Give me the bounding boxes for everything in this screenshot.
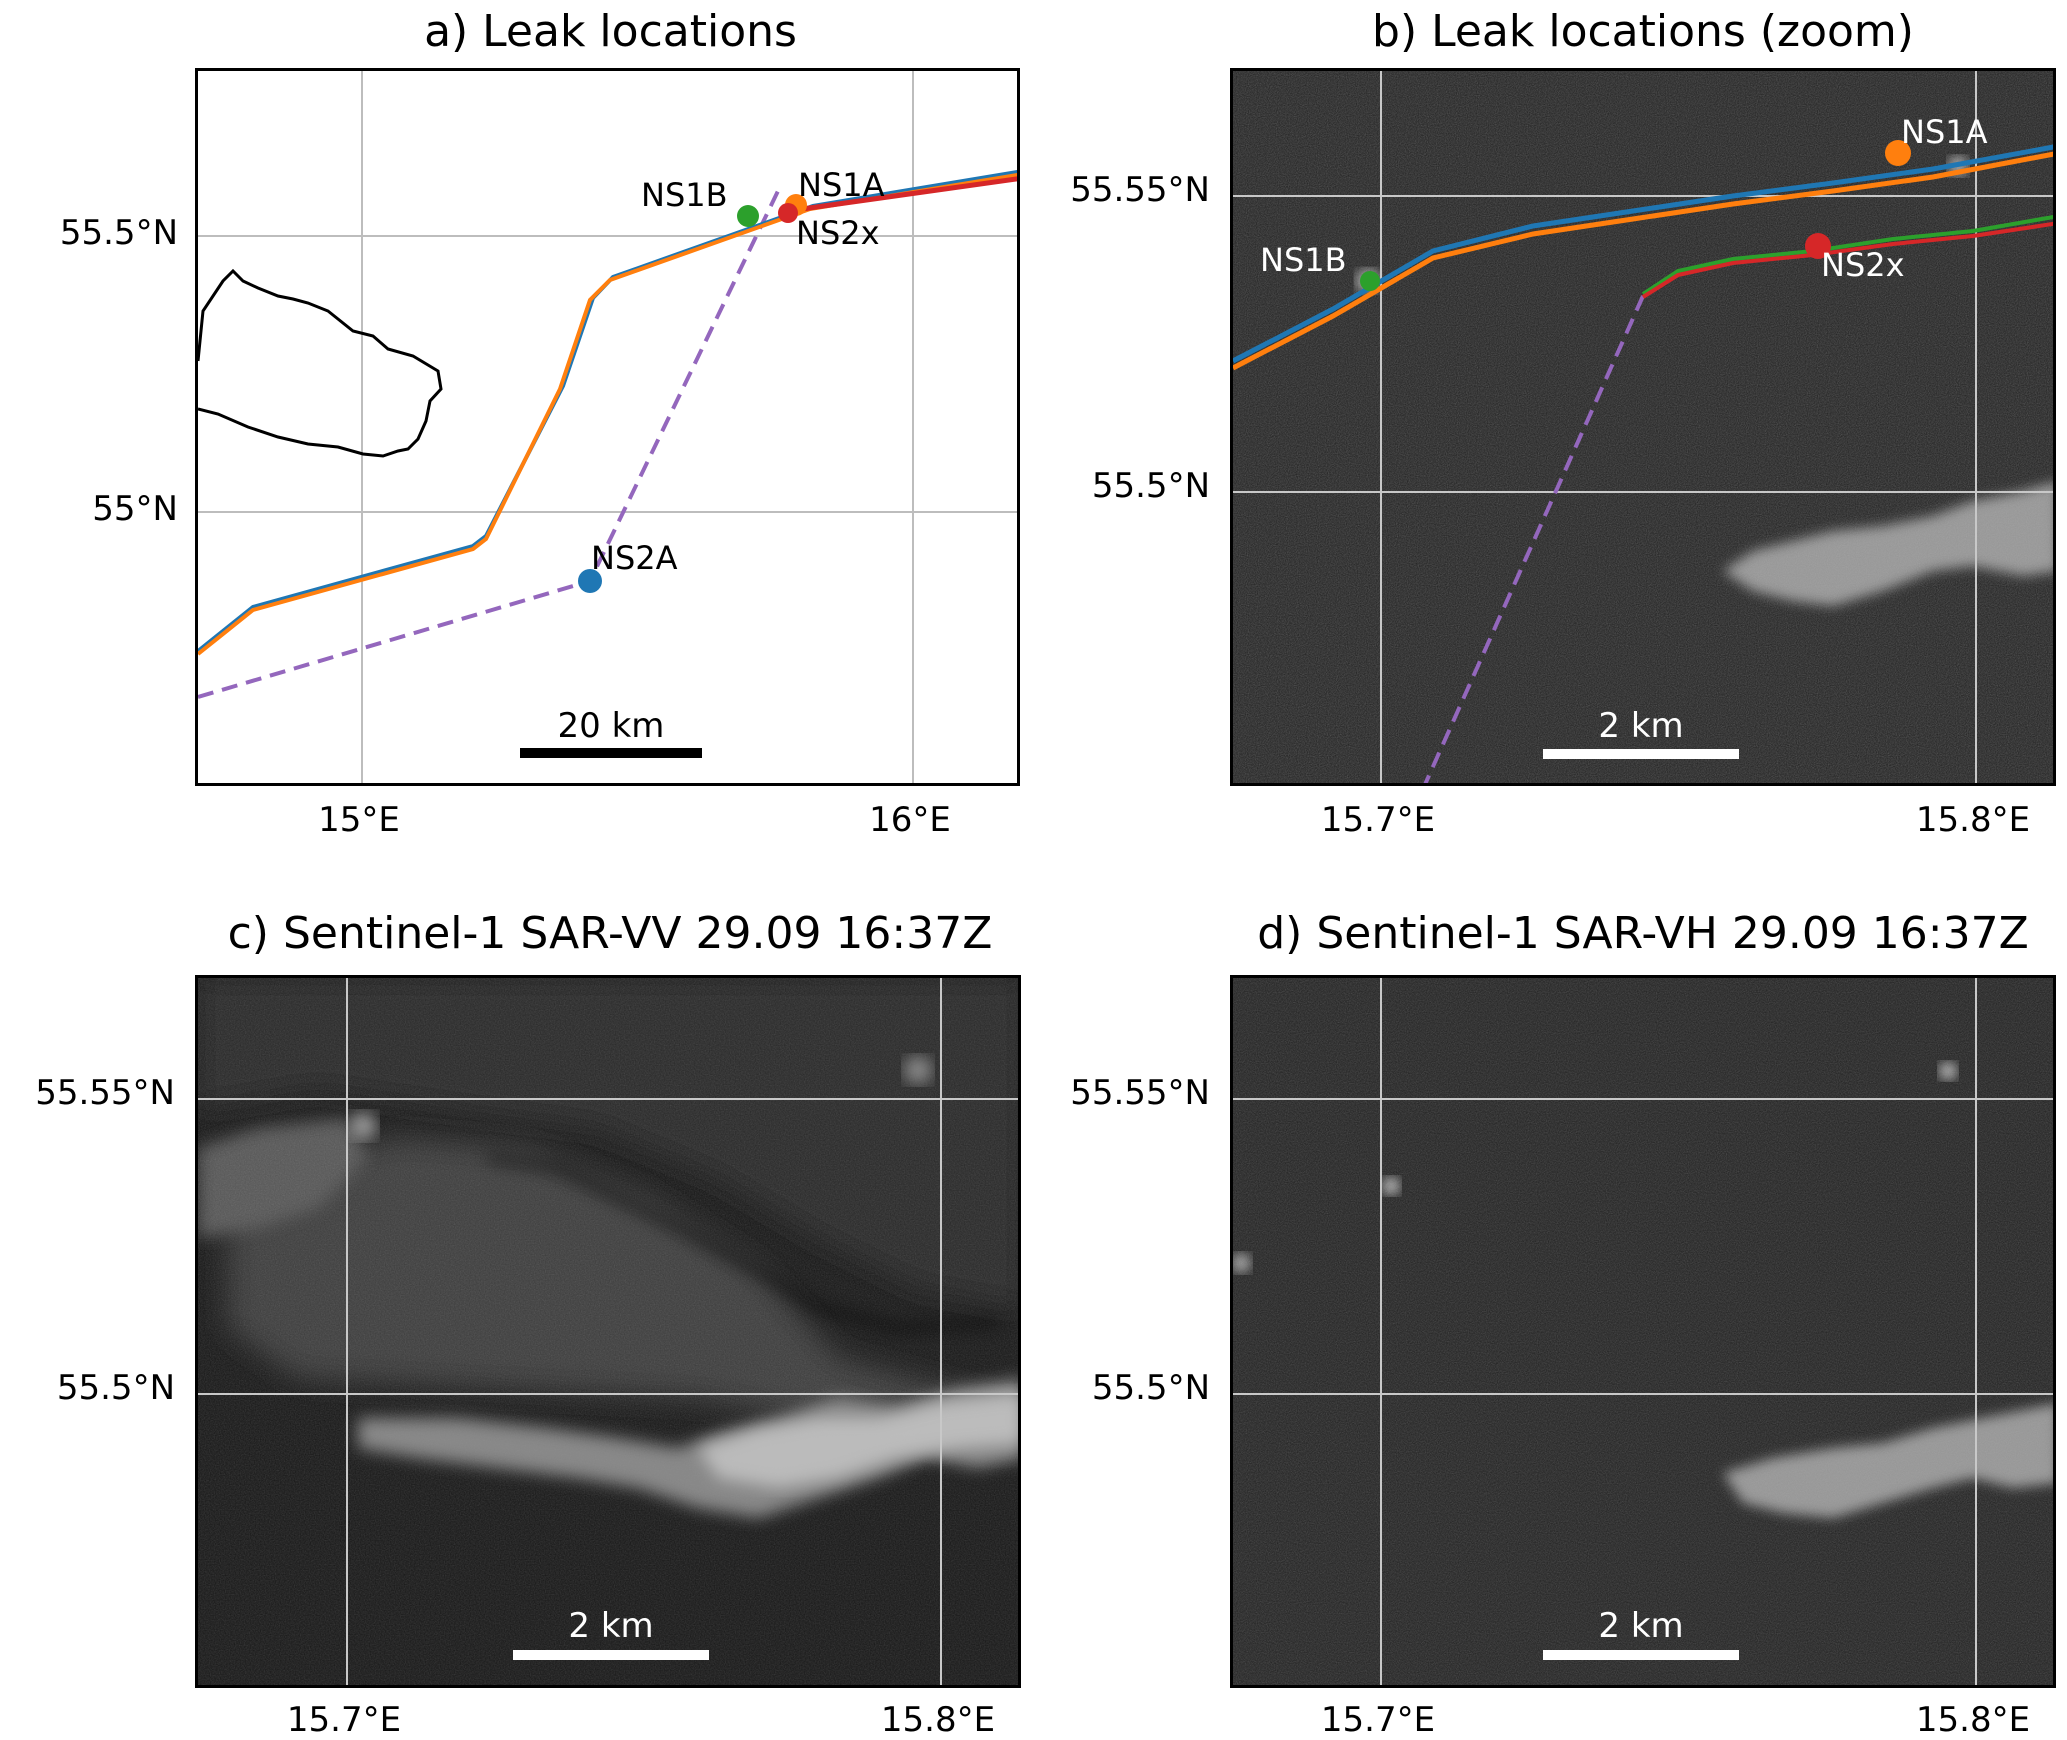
panel-d-sar-image: 2 km (1230, 975, 2056, 1688)
panel-a-ytick-2: 55°N (92, 489, 178, 529)
panel-d-ytick-1: 55.55°N (1070, 1073, 1210, 1113)
scale-bar-b-label: 2 km (1598, 706, 1684, 746)
bright-spot-d1 (1382, 1177, 1400, 1195)
panel-c-ytick-2: 55.5°N (56, 1368, 175, 1408)
panel-c-title: c) Sentinel-1 SAR-VV 29.09 16:37Z (227, 908, 993, 959)
panel-b-sar-image: NS1B NS1A NS2x 2 km (1230, 68, 2056, 786)
ns1b-point-b (1360, 271, 1380, 291)
ns2-pipeline-red (787, 176, 1017, 214)
bright-slick-d (1723, 1404, 2053, 1518)
ns2-dashed-pipeline-b (1423, 295, 1645, 783)
label-ns2x: NS2x (796, 214, 880, 252)
bright-slick-c (358, 1378, 1018, 1518)
ns2x-point-b (1805, 233, 1831, 259)
label-ns1b: NS1B (641, 176, 728, 214)
scale-bar-d (1543, 1650, 1739, 1660)
panel-d-xtick-2: 15.8°E (1915, 1700, 2031, 1740)
ns1-pipeline-blue (198, 169, 1017, 653)
panel-a-title: a) Leak locations (424, 6, 797, 57)
label-ns1a-b: NS1A (1901, 113, 1988, 151)
panel-c-svg (198, 978, 1018, 1685)
sar-noise-b (1233, 71, 2053, 783)
ns2x-point (778, 203, 798, 223)
panel-b-title: b) Leak locations (zoom) (1372, 6, 1914, 57)
panel-b-xtick-2: 15.8°E (1915, 800, 2031, 840)
ns2-dashed-pipeline (198, 190, 780, 699)
panel-d-title: d) Sentinel-1 SAR-VH 29.09 16:37Z (1257, 908, 2029, 959)
bright-spot-c2 (904, 1056, 932, 1084)
panel-c-xtick-2: 15.8°E (880, 1700, 996, 1740)
scale-bar-a-label: 20 km (557, 706, 665, 746)
panel-c-sar-image: 2 km (195, 975, 1021, 1688)
panel-b-xtick-1: 15.7°E (1320, 800, 1436, 840)
dark-streak-c (487, 1155, 999, 1332)
label-ns2a: NS2A (591, 539, 678, 577)
sar-noise-d (1233, 978, 2053, 1685)
panel-a-xtick-2: 16°E (869, 800, 951, 840)
bright-spot-d2 (1939, 1062, 1957, 1080)
bright-slick-c-core (698, 1393, 1018, 1488)
coastline-bornholm (198, 268, 443, 458)
panel-a-ytick-1: 55.5°N (59, 213, 178, 253)
label-ns2x-b: NS2x (1821, 246, 1905, 284)
ns1a-point-b (1885, 140, 1911, 166)
panel-a-xtick-1: 15°E (318, 800, 400, 840)
panel-d-svg (1233, 978, 2053, 1685)
scale-bar-b (1543, 749, 1739, 759)
panel-b-ytick-1: 55.55°N (1070, 170, 1210, 210)
sar-noise-c (198, 978, 1018, 1685)
panel-c-ytick-1: 55.55°N (35, 1073, 175, 1113)
bright-spot-c1 (349, 1112, 377, 1140)
label-ns1b-b: NS1B (1260, 241, 1347, 279)
panel-d-ytick-2: 55.5°N (1091, 1368, 1210, 1408)
scale-bar-c-label: 2 km (568, 1606, 654, 1646)
bright-slick-b (1723, 482, 2053, 606)
label-ns1a: NS1A (798, 166, 885, 204)
panel-d-xtick-1: 15.7°E (1320, 1700, 1436, 1740)
panel-b-ytick-2: 55.5°N (1091, 466, 1210, 506)
scale-bar-d-label: 2 km (1598, 1606, 1684, 1646)
scale-bar-c (513, 1650, 709, 1660)
panel-a-map-svg (198, 71, 1017, 783)
bright-spot-d3 (1233, 1253, 1251, 1273)
ns1b-point (737, 205, 759, 227)
ns1-pipeline-orange (198, 172, 1017, 656)
ns1-pipeline-orange-b (1233, 151, 2053, 371)
ns2a-point (578, 569, 602, 593)
panel-a-map: NS1B NS1A NS2x NS2A 20 km (195, 68, 1020, 786)
panel-c-xtick-1: 15.7°E (286, 1700, 402, 1740)
scale-bar-a (520, 748, 702, 758)
panel-b-svg (1233, 71, 2053, 783)
